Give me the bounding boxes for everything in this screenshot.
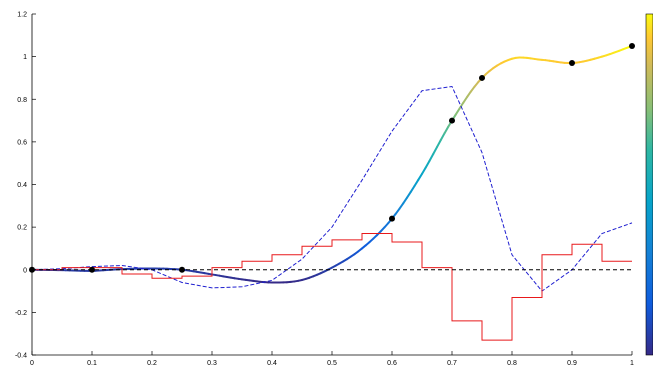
series-colormap-segment bbox=[413, 178, 420, 187]
series-colormap-segment bbox=[394, 207, 401, 215]
series-colormap-segment bbox=[398, 202, 405, 210]
x-tick-label: 0.7 bbox=[447, 360, 457, 367]
series-colormap-segment bbox=[466, 90, 472, 99]
data-point-marker bbox=[629, 42, 635, 49]
y-tick-label: 0.2 bbox=[17, 225, 27, 232]
markers-layer bbox=[29, 42, 635, 273]
series-colormap-segment bbox=[436, 139, 442, 149]
data-point-marker bbox=[29, 266, 35, 273]
colorbar-gradient bbox=[645, 13, 653, 356]
x-tick-label: 0.1 bbox=[87, 360, 97, 367]
series-colormap-segment bbox=[424, 159, 431, 169]
series-step-line bbox=[32, 233, 632, 341]
x-tick-label: 0 bbox=[30, 360, 34, 367]
plot-axes: 0 0.1 0.2 0.3 0.4 0.5 0.6 0.7 0.8 0.9 1 -0.4 -0.2 0 0.… bbox=[15, 12, 634, 367]
series-colormap-segment bbox=[432, 146, 438, 156]
y-tick-label: 1.2 bbox=[17, 12, 27, 19]
x-tick-label: 0.5 bbox=[327, 360, 337, 367]
series-colormap-segment bbox=[469, 85, 476, 93]
y-tick-label: -0.2 bbox=[15, 310, 27, 317]
colorbar bbox=[645, 13, 653, 356]
y-tick-label: 0.8 bbox=[17, 97, 27, 104]
x-tick-label: 0.6 bbox=[387, 360, 397, 367]
y-tick-label: 0.6 bbox=[17, 139, 27, 146]
series-colormap-segment bbox=[462, 96, 468, 104]
series-colormap-segment bbox=[406, 190, 412, 199]
x-tick-label: 0.9 bbox=[567, 360, 577, 367]
data-point-marker bbox=[89, 266, 95, 273]
series-colormap-segment bbox=[439, 132, 446, 142]
series-colormap-segment bbox=[454, 107, 461, 116]
series-dashed-line bbox=[31, 85, 633, 292]
series-colormap-segment bbox=[428, 153, 435, 162]
data-point-marker bbox=[179, 266, 185, 273]
series-colormap-segment bbox=[402, 196, 408, 205]
x-tick-label: 0.4 bbox=[267, 360, 277, 367]
series-colormap-segment bbox=[458, 101, 465, 110]
x-tick-label: 1 bbox=[630, 360, 634, 367]
y-tick-label: 1 bbox=[23, 54, 27, 61]
data-point-marker bbox=[449, 117, 455, 124]
y-tick-label: 0.4 bbox=[17, 182, 27, 189]
series-colormap-segment bbox=[417, 172, 423, 181]
x-tick-label: 0.3 bbox=[207, 360, 217, 367]
series-colormap-segment bbox=[443, 125, 450, 135]
data-point-marker bbox=[569, 60, 575, 67]
data-point-marker bbox=[389, 215, 395, 222]
data-point-marker bbox=[479, 74, 485, 81]
y-tick-label: -0.4 bbox=[15, 353, 27, 360]
x-tick-label: 0.2 bbox=[147, 360, 157, 367]
series-layer bbox=[31, 44, 633, 341]
x-tick-label: 0.8 bbox=[507, 360, 517, 367]
series-colormap-segment bbox=[421, 166, 427, 175]
series-colormap-segment bbox=[409, 184, 416, 193]
y-tick-label: 0 bbox=[23, 267, 27, 274]
